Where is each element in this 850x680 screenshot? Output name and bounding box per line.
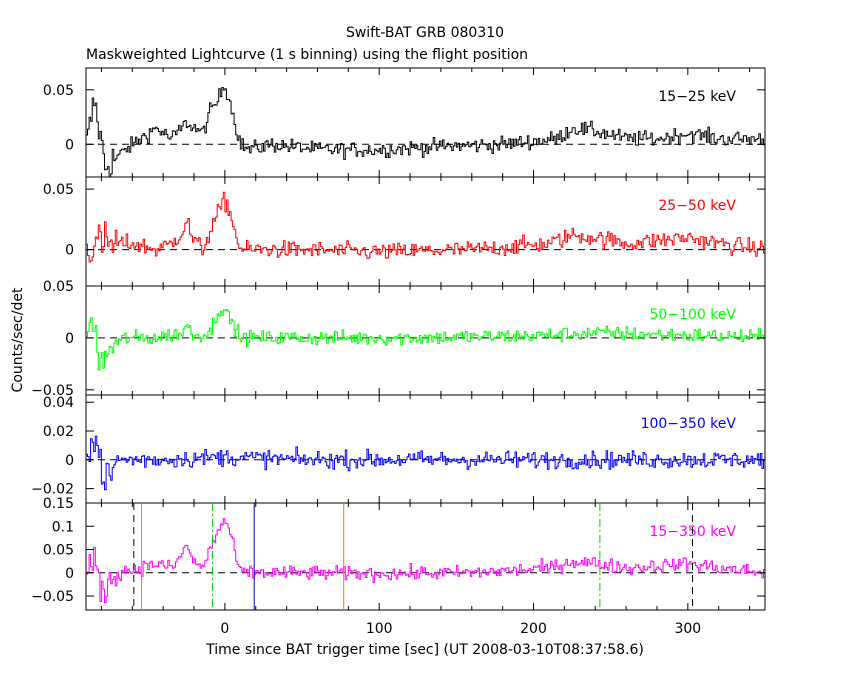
band-label: 15−25 keV — [658, 89, 736, 105]
y-tick-label: 0 — [65, 243, 74, 259]
y-axis-label: Counts/sec/det — [10, 287, 26, 392]
series-line — [86, 191, 765, 263]
series-line — [86, 435, 765, 491]
y-tick-label: 0 — [65, 331, 74, 347]
y-tick-label: 0.1 — [52, 519, 74, 535]
panel-frame — [85, 176, 766, 287]
panels-layer: 0 0.05 15−25 keV 0 0.05 25−50 keV −0.05 0 0.05 50… — [31, 67, 766, 637]
y-tick-label: −0.02 — [31, 482, 74, 498]
chart-subtitle: Maskweighted Lightcurve (1 s binning) us… — [86, 47, 528, 63]
y-tick-label: 0 — [65, 566, 74, 582]
y-tick-label: 0.05 — [43, 182, 74, 198]
chart-title: Swift-BAT GRB 080310 — [346, 25, 504, 41]
x-tick-label: 200 — [520, 621, 547, 637]
y-tick-label: 0.05 — [43, 83, 74, 99]
x-axis-label: Time since BAT trigger time [sec] (UT 20… — [205, 642, 644, 658]
panel-frame — [85, 394, 766, 504]
y-tick-label: 0 — [65, 453, 74, 469]
panel-2: 0 0.05 25−50 keV — [43, 176, 766, 287]
x-tick-label: 0 — [220, 621, 229, 637]
y-tick-label: 0.15 — [43, 496, 74, 512]
y-tick-label: 0.05 — [43, 543, 74, 559]
y-tick-label: 0 — [65, 137, 74, 153]
band-label: 25−50 keV — [658, 198, 736, 214]
band-label: 100−350 keV — [641, 416, 737, 432]
panel-frame — [85, 502, 766, 611]
series-line — [86, 87, 765, 177]
y-tick-label: 0.04 — [43, 395, 74, 411]
y-tick-label: 0.05 — [43, 279, 74, 295]
panel-1: 0 0.05 15−25 keV — [43, 67, 766, 178]
panel-frame — [85, 67, 766, 178]
y-tick-label: 0.02 — [43, 424, 74, 440]
y-tick-label: −0.05 — [31, 383, 74, 399]
y-tick-label: −0.05 — [31, 589, 74, 605]
x-tick-label: 100 — [366, 621, 393, 637]
series-line — [86, 518, 765, 604]
band-label: 50−100 keV — [649, 307, 736, 323]
x-tick-label: 300 — [674, 621, 701, 637]
series-line — [86, 309, 765, 371]
panel-3: −0.05 0 0.05 50−100 keV — [31, 279, 766, 399]
panel-4: −0.02 0 0.02 0.04 100−350 keV — [31, 394, 766, 504]
